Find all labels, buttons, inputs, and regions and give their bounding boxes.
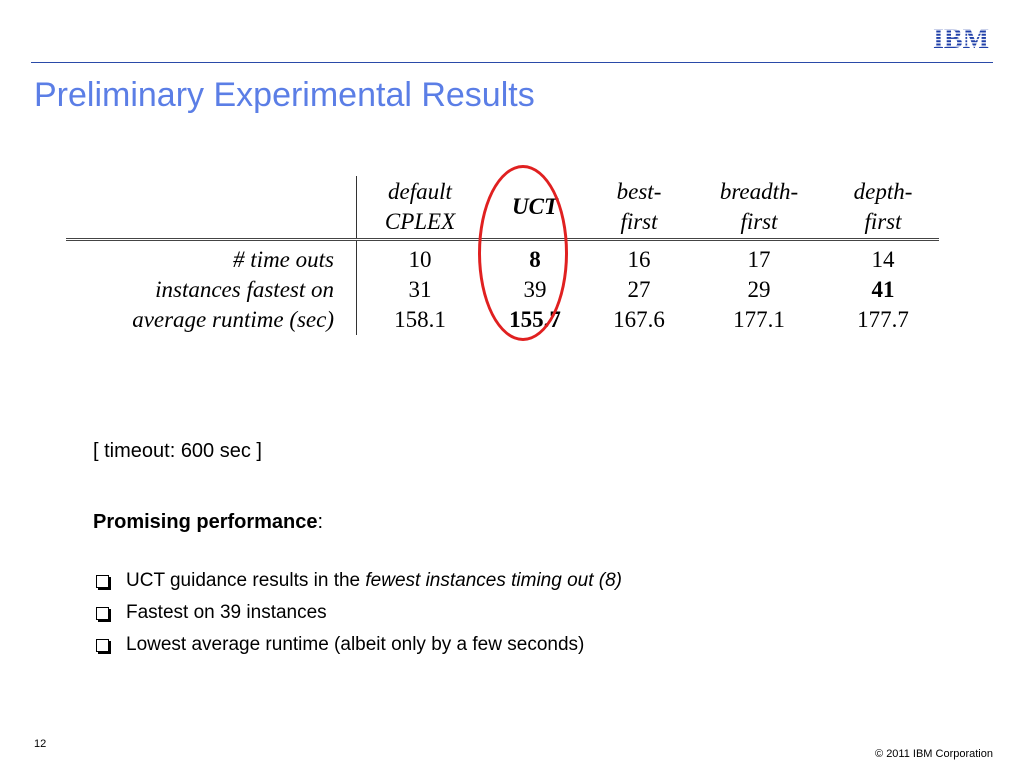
list-item: Fastest on 39 instances [93,597,622,629]
checkbox-bullet-icon [96,638,109,652]
table-cell: 10 [356,239,483,275]
col-header-line: first [740,209,778,234]
row-label: average runtime (sec) [132,307,334,332]
table-cell: 27 [627,277,651,302]
col-header-line: first [620,209,658,234]
row-label: # time outs [233,247,334,272]
bullet-text-emphasis: fewest instances timing out (8) [365,570,623,591]
promising-heading-colon: : [317,511,324,533]
table-cell: 158.1 [356,305,483,335]
checkbox-bullet-icon [96,574,109,588]
uct-highlight-circle [478,165,568,341]
logo-text: IBM [933,24,989,50]
timeout-note: [ timeout: 600 sec ] [93,440,262,462]
list-item: Lowest average runtime (albeit only by a… [93,629,622,661]
page-title: Preliminary Experimental Results [34,76,535,114]
bullet-text: Lowest average runtime (albeit only by a… [126,634,585,655]
table-cell: 29 [747,277,771,302]
table-cell: 31 [356,275,483,305]
row-label: instances fastest on [155,277,334,302]
col-header-line: CPLEX [384,209,456,234]
col-header-depth-first: depth- first [827,176,939,240]
bullet-text: UCT guidance results in the fewest insta… [126,570,622,592]
ibm-logo: IBM [933,24,989,50]
promising-heading-text: Promising performance [93,511,318,533]
table-cell: 177.7 [857,307,909,332]
copyright: © 2011 IBM Corporation [875,748,993,760]
col-header-line: best- [616,179,662,204]
col-header-best-first: best- first [587,176,691,240]
bullet-text: Fastest on 39 instances [126,602,327,623]
table-cell: 167.6 [613,307,665,332]
title-rule [31,62,993,63]
checkbox-bullet-icon [96,606,109,620]
table-cell: 41 [871,277,895,302]
table-cell: 14 [871,247,895,272]
table-cell: 177.1 [733,307,785,332]
table-row: instances fastest on 31 39 27 29 41 [66,275,939,305]
col-header-line: default [388,179,452,204]
table-cell: 16 [627,247,651,272]
bullet-text-plain: UCT guidance results in the [126,570,366,591]
bullet-list: UCT guidance results in the fewest insta… [93,565,622,661]
col-header-line: first [864,209,902,234]
page-number: 12 [34,738,47,750]
col-header-line: depth- [853,179,913,204]
col-header-line: breadth- [719,179,799,204]
col-header-breadth-first: breadth- first [691,176,827,240]
col-header-default-cplex: default CPLEX [356,176,483,240]
table-cell: 17 [747,247,771,272]
promising-heading: Promising performance: [93,511,323,534]
list-item: UCT guidance results in the fewest insta… [93,565,622,597]
header-corner [66,176,357,240]
